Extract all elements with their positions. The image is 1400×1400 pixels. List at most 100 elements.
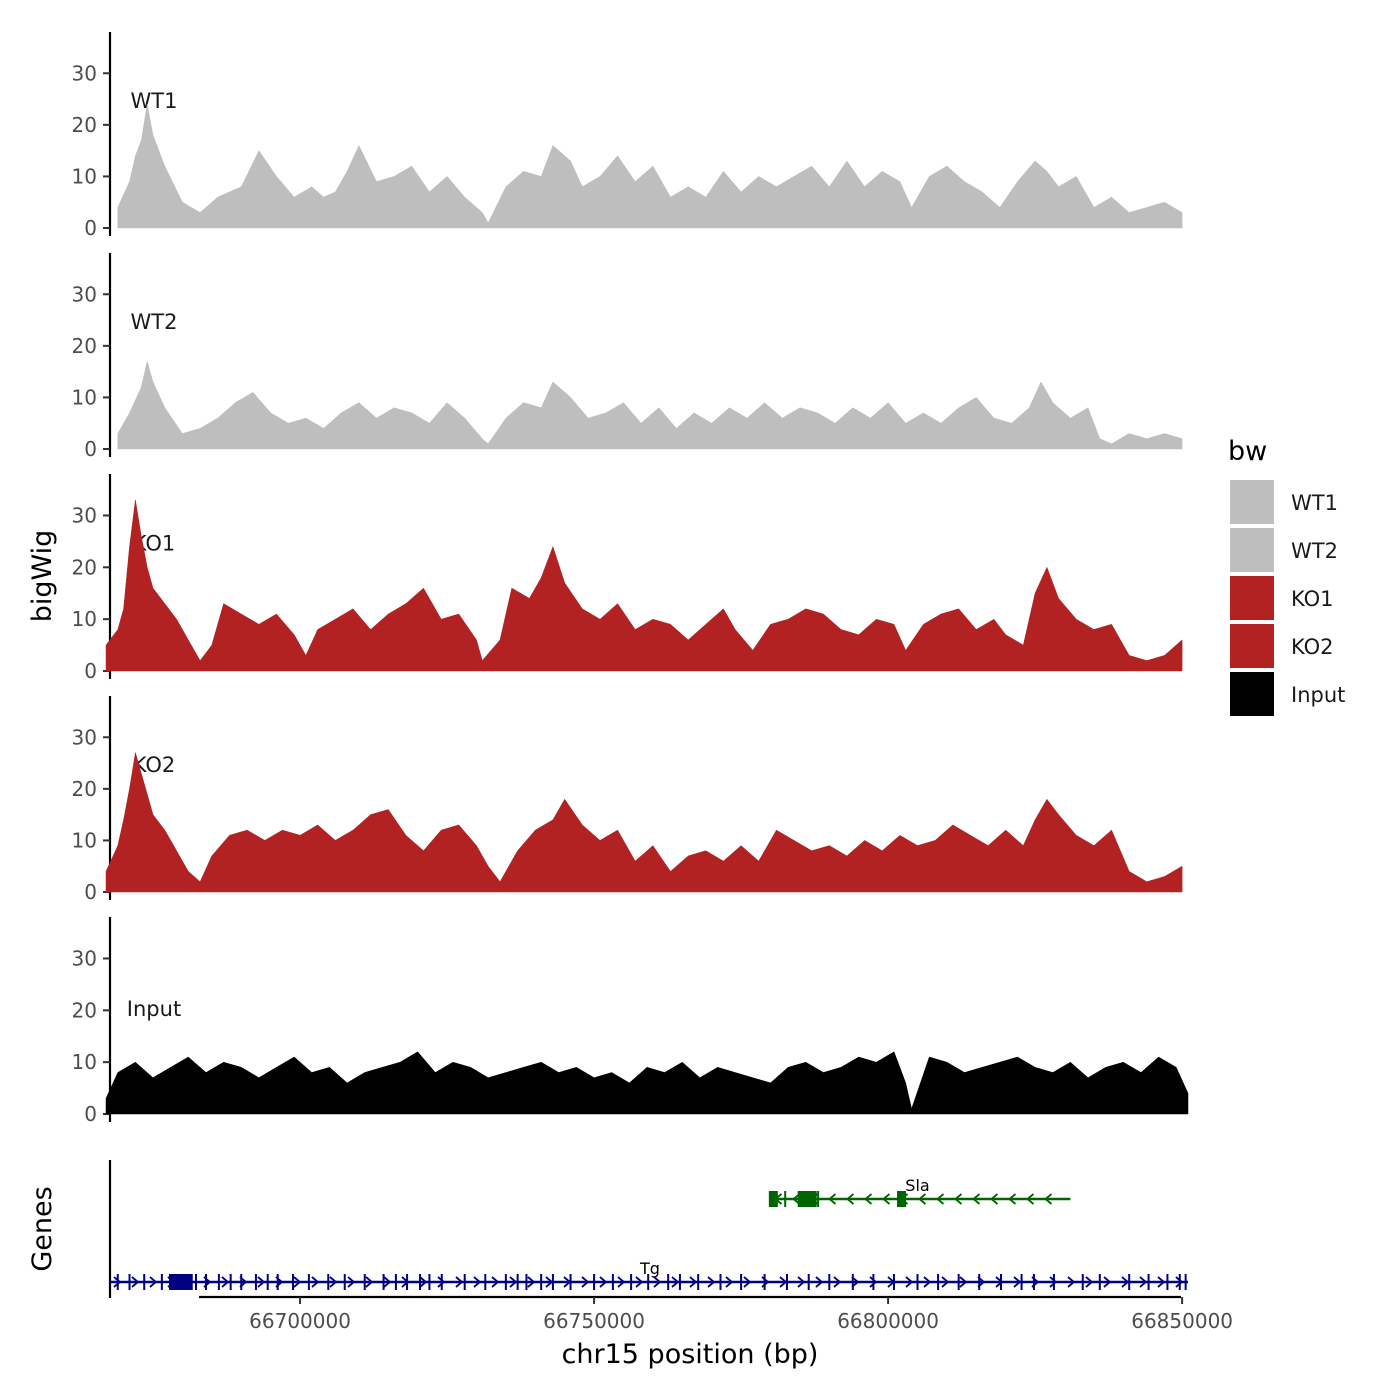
y-tick-label: 0 <box>84 659 97 683</box>
strand-arrow <box>131 1276 140 1288</box>
exon <box>1184 1274 1187 1290</box>
legend-title: bw <box>1228 436 1267 467</box>
strand-arrow <box>1008 1193 1017 1205</box>
gene-tg: Tg <box>108 1259 1188 1290</box>
exon <box>1081 1274 1084 1290</box>
exon <box>291 1274 294 1290</box>
area-ko1 <box>105 499 1183 672</box>
exon <box>266 1274 269 1290</box>
track-label-input: Input <box>127 997 181 1021</box>
strand-arrow <box>959 1276 968 1288</box>
exon <box>740 1274 743 1290</box>
strand-arrow <box>365 1276 374 1288</box>
x-tick-label: 66750000 <box>543 1309 645 1333</box>
strand-arrow <box>1175 1276 1184 1288</box>
strand-arrow <box>797 1276 806 1288</box>
y-tick-label: 10 <box>72 828 97 852</box>
legend-label-input: Input <box>1291 683 1345 707</box>
exon <box>307 1274 310 1290</box>
y-tick-label: 10 <box>72 1050 97 1074</box>
strand-arrow <box>1067 1276 1076 1288</box>
legend-label-ko2: KO2 <box>1291 635 1334 659</box>
strand-arrow <box>1026 1193 1035 1205</box>
x-tick-label: 66800000 <box>837 1309 939 1333</box>
y-tick-label: 30 <box>72 503 97 527</box>
y-tick-label: 0 <box>84 880 97 904</box>
strand-arrow <box>1049 1276 1058 1288</box>
exon <box>1032 1274 1035 1290</box>
strand-arrow <box>329 1276 338 1288</box>
strand-arrow <box>725 1276 734 1288</box>
strand-arrow <box>293 1276 302 1288</box>
exon <box>937 1274 940 1290</box>
exon <box>697 1274 700 1290</box>
strand-arrow <box>918 1193 927 1205</box>
exon <box>175 1274 185 1290</box>
genes-track: Sla Tg <box>108 1160 1188 1298</box>
y-tick-label: 20 <box>72 334 97 358</box>
y-tick-label: 20 <box>72 777 97 801</box>
strand-arrow <box>905 1276 914 1288</box>
exon <box>463 1274 466 1290</box>
exon <box>768 1191 778 1207</box>
gene-label: Sla <box>905 1176 929 1195</box>
exon <box>916 1274 919 1290</box>
strand-arrow <box>311 1276 320 1288</box>
exon <box>667 1274 670 1290</box>
exon <box>851 1274 854 1290</box>
exon <box>1166 1274 1169 1290</box>
legend-swatch-ko1 <box>1230 576 1274 620</box>
exon <box>525 1274 528 1290</box>
x-tick-label: 66850000 <box>1131 1309 1233 1333</box>
exon <box>504 1274 507 1290</box>
x-axis: 66700000 66750000 66800000 66850000 <box>199 1295 1233 1333</box>
exon <box>828 1274 831 1290</box>
strand-arrow <box>347 1276 356 1288</box>
strand-arrow <box>437 1276 446 1288</box>
exon <box>1098 1274 1101 1290</box>
strand-arrow <box>864 1193 873 1205</box>
exon <box>678 1274 681 1290</box>
strand-arrow <box>635 1276 644 1288</box>
strand-arrow <box>257 1276 266 1288</box>
track-wt2: 0 10 20 30 WT2 <box>72 253 1183 461</box>
y-tick-label: 20 <box>72 113 97 137</box>
exon <box>807 1191 817 1207</box>
strand-arrow <box>473 1276 482 1288</box>
exon <box>128 1274 131 1290</box>
exon <box>817 1191 820 1207</box>
exon <box>169 1274 179 1290</box>
strand-arrow <box>1085 1276 1094 1288</box>
exon <box>240 1274 243 1290</box>
track-input: 0 10 20 30 Input <box>72 917 1189 1126</box>
y-tick-label: 10 <box>72 164 97 188</box>
legend-swatch-wt1 <box>1230 480 1274 524</box>
exon <box>1000 1274 1003 1290</box>
strand-arrow <box>1157 1276 1166 1288</box>
strand-arrow <box>779 1276 788 1288</box>
exon <box>217 1274 220 1290</box>
exon <box>160 1274 163 1290</box>
exon <box>484 1274 487 1290</box>
legend-swatch-input <box>1230 672 1274 716</box>
y-tick-label: 0 <box>84 216 97 240</box>
exon <box>630 1274 633 1290</box>
strand-arrow <box>851 1276 860 1288</box>
exon <box>897 1191 907 1207</box>
exon <box>763 1274 766 1290</box>
legend-label-ko1: KO1 <box>1291 587 1334 611</box>
exon <box>229 1274 232 1290</box>
strand-arrow <box>923 1276 932 1288</box>
legend: bw WT1 WT2 KO1 KO2 Input <box>1228 436 1345 716</box>
exon <box>204 1274 207 1290</box>
exon <box>892 1274 895 1290</box>
exon <box>872 1274 875 1290</box>
exon <box>957 1274 960 1290</box>
track-label-wt1: WT1 <box>131 89 178 113</box>
y-tick-label: 0 <box>84 437 97 461</box>
strand-arrow <box>527 1276 536 1288</box>
exon <box>382 1274 385 1290</box>
exon <box>276 1274 279 1290</box>
strand-arrow <box>743 1276 752 1288</box>
exon <box>719 1274 722 1290</box>
